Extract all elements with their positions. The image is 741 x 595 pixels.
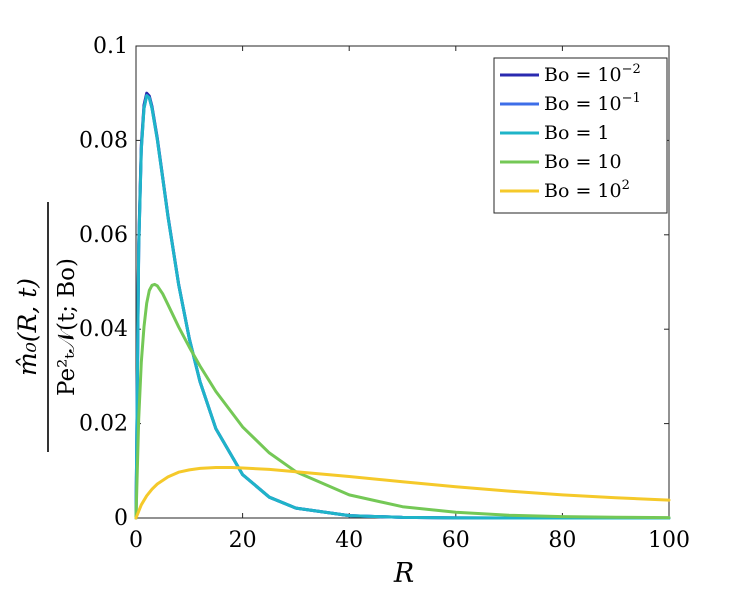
legend-label-exponent: −1 <box>622 91 641 106</box>
x-axis-title: R <box>393 558 414 589</box>
y-tick-label: 0.1 <box>93 34 128 59</box>
y-tick-label: 0.04 <box>79 317 128 342</box>
y-tick-label: 0.02 <box>79 412 128 437</box>
x-tick-label: 80 <box>548 528 576 553</box>
y-tick-label: 0.06 <box>79 223 128 248</box>
series-line-3 <box>134 94 671 520</box>
y-axis-title-denominator: Pe²ₜ𝒩(t; Bo) <box>54 258 80 396</box>
legend-label-exponent: −2 <box>622 62 641 77</box>
y-axis-title: m̂₀(R, t) Pe²ₜ𝒩(t; Bo) <box>13 202 80 452</box>
legend-label-3: Bo = 1 <box>544 122 610 144</box>
y-tick-label: 0 <box>114 506 128 531</box>
legend-label-5: Bo = 102 <box>544 178 630 202</box>
y-axis-ticks: 0 0.02 0.04 0.06 0.08 0.1 <box>79 34 669 531</box>
series-line-4 <box>134 282 671 520</box>
legend-label-4: Bo = 10 <box>544 151 622 173</box>
x-tick-label: 60 <box>442 528 470 553</box>
y-axis-title-numerator: m̂₀(R, t) <box>13 278 42 376</box>
y-tick-label: 0.08 <box>79 128 128 153</box>
x-tick-label: 20 <box>229 528 257 553</box>
x-axis-ticks: 0 20 40 60 80 100 <box>129 46 690 553</box>
x-tick-label: 100 <box>648 528 690 553</box>
series-lines <box>134 91 671 520</box>
x-tick-label: 40 <box>335 528 363 553</box>
x-tick-label: 0 <box>129 528 143 553</box>
legend-box <box>493 57 668 214</box>
legend-label-exponent: 2 <box>622 178 630 193</box>
series-line-5 <box>134 466 671 520</box>
